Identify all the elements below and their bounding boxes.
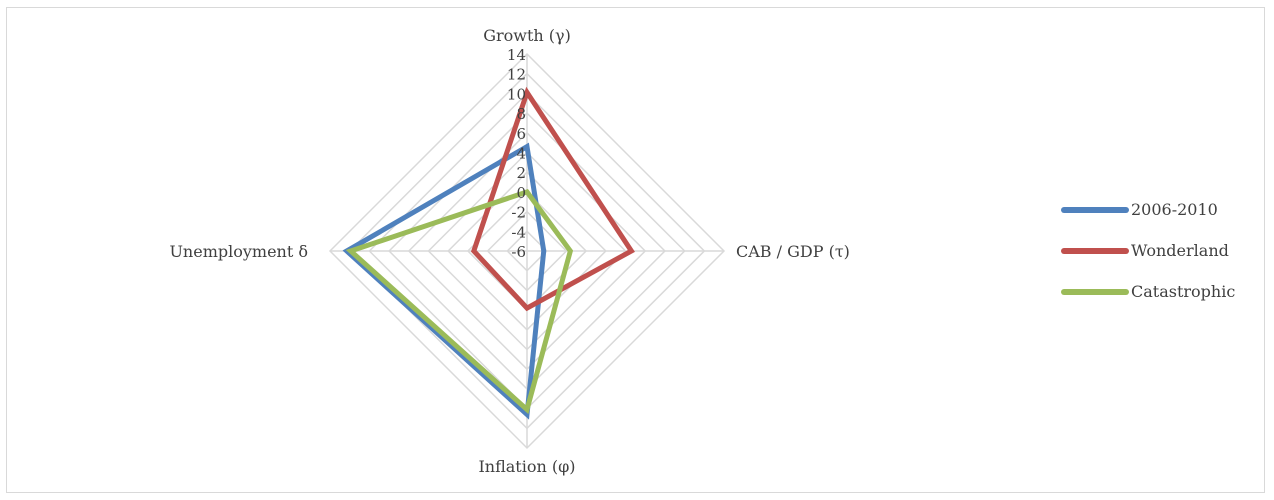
series-line-1 [470,86,635,312]
axis-label-3: Unemployment δ [169,242,308,261]
axis-label-1: CAB / GDP (τ) [736,242,850,261]
tick-label: 6 [516,125,526,143]
series-line-2 [345,188,574,415]
tick-label: -6 [511,243,526,261]
radar-series [342,86,635,420]
legend-entry-0: 2006-2010 [1131,200,1218,219]
radar-spokes [330,54,724,448]
tick-label: 14 [507,46,526,64]
series-line-0 [342,142,547,420]
legend: 2006-2010 Wonderland Catastrophic [1061,200,1235,301]
chart-frame [6,7,1265,493]
tick-label: 0 [516,184,526,202]
tick-label: 4 [516,145,526,163]
tick-label: -2 [511,204,526,222]
tick-label: 2 [516,164,526,182]
tick-label: 8 [516,105,526,123]
axis-label-0: Growth (γ) [483,26,571,45]
axis-labels: Growth (γ) CAB / GDP (τ) Inflation (φ) Unem… [169,26,849,476]
tick-label: 10 [507,85,526,103]
legend-entry-1: Wonderland [1131,241,1229,260]
legend-entry-2: Catastrophic [1131,282,1235,301]
tick-label: 12 [507,66,526,84]
tick-label: -4 [511,223,526,241]
axis-label-2: Inflation (φ) [478,457,575,476]
